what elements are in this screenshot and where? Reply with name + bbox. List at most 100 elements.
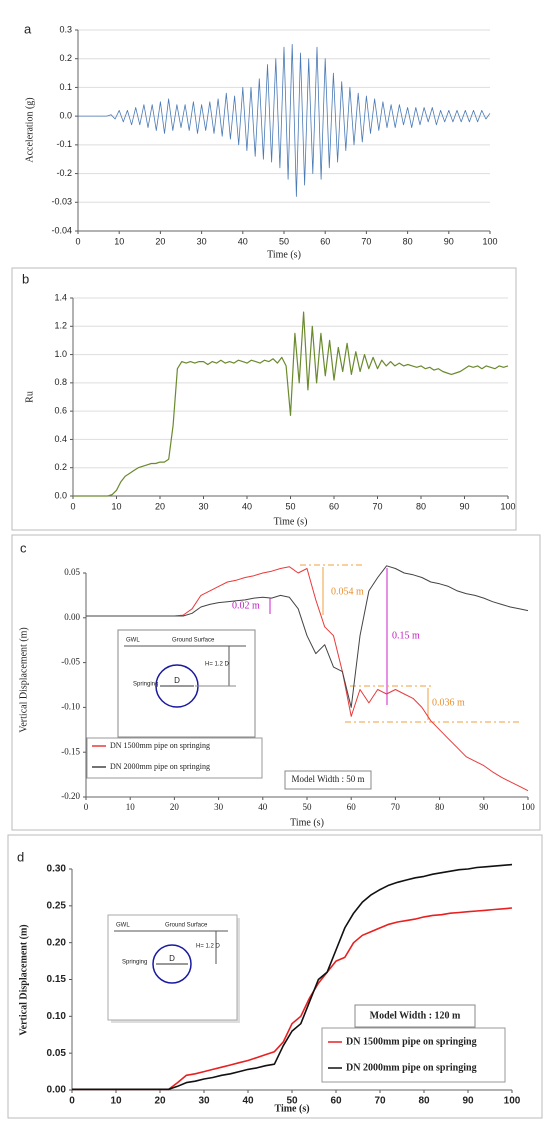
y-tick-label: 0.0 [59,111,72,121]
x-tick-label: 0 [75,236,80,246]
legend-label: DN 2000mm pipe on springing [110,762,210,771]
inset-label: GWL [126,638,140,644]
inset-label: H= 1.2 D [205,662,230,668]
x-tick-label: 30 [197,236,207,246]
x-tick-label: 60 [329,501,339,511]
inset-frame [117,629,256,738]
x-tick-label: 100 [504,1096,521,1107]
x-tick-label: 40 [238,236,248,246]
x-tick-label: 0 [70,501,75,511]
panel-letter: c [20,540,27,555]
y-tick-label: 0.00 [64,612,80,622]
y-tick-label: 0.00 [47,1085,67,1096]
note-box [284,770,372,790]
y-tick-label: 0.10 [47,1011,67,1022]
inset-label: D [169,954,175,963]
inset-label: Ground Surface [165,923,208,929]
x-tick-label: 40 [242,1096,254,1107]
x-tick-label: 70 [374,1096,386,1107]
x-tick-label: 70 [372,501,382,511]
x-tick-label: 70 [361,236,371,246]
x-tick-label: 80 [435,802,445,812]
x-tick-label: 90 [459,501,469,511]
x-tick-label: 10 [126,802,136,812]
panel-frame [11,267,517,531]
y-tick-label: 0.4 [54,434,67,444]
x-tick-label: 20 [155,236,165,246]
y-tick-label: 0.1 [59,82,72,92]
pipe [152,944,192,984]
x-tick-label: 100 [521,802,535,812]
note: Model Width : 120 m [370,1010,461,1021]
x-tick-label: 50 [285,501,295,511]
x-tick-label: 0 [84,802,89,812]
inset-label: GWL [116,923,130,929]
y-tick-label: -0.10 [61,701,80,711]
y-tick-label: 0.30 [47,864,67,875]
x-tick-label: 10 [111,501,121,511]
x-axis-label: Time (s) [274,516,308,527]
y-axis-label: Acceleration (g) [24,97,35,162]
x-tick-label: 30 [198,1096,210,1107]
y-tick-label: -0.03 [51,197,72,207]
inset-label: Springing [133,682,158,688]
x-tick-label: 50 [286,1096,298,1107]
x-tick-label: 40 [258,802,268,812]
y-tick-label: -0.20 [61,791,80,801]
x-tick-label: 30 [198,501,208,511]
legend-label: DN 2000mm pipe on springing [346,1062,477,1073]
y-axis-label: Vertical Displacement (m) [18,924,29,1035]
annotation: 0.15 m [392,630,420,641]
y-axis-label: Vertical Displacement (m) [18,627,29,733]
series-line [72,863,513,1091]
x-tick-label: 10 [110,1096,122,1107]
y-tick-label: 0.3 [59,24,72,34]
x-axis-label: Time (s) [267,249,301,260]
x-axis-label: Time (s) [274,1103,309,1114]
x-tick-label: 50 [279,236,289,246]
annotation: 0.02 m [232,600,260,611]
x-tick-label: 50 [303,802,313,812]
panel-letter: a [24,21,32,36]
y-tick-label: -0.05 [61,657,80,667]
panel-frame [7,834,543,1119]
panel-letter: b [22,271,29,286]
x-tick-label: 100 [482,236,497,246]
panel-frame [11,534,541,831]
x-tick-label: 70 [391,802,401,812]
x-tick-label: 80 [416,501,426,511]
y-tick-label: 0.8 [54,377,67,387]
y-tick-label: -0.04 [51,225,72,235]
legend-box [321,1027,506,1083]
x-tick-label: 80 [403,236,413,246]
x-tick-label: 90 [444,236,454,246]
inset-label: D [174,676,180,685]
x-tick-label: 80 [418,1096,430,1107]
y-axis-label: Ru [24,391,35,403]
inset-diagram [117,629,256,738]
y-tick-label: 0.05 [47,1048,67,1059]
y-tick-label: 0.6 [54,406,67,416]
inset-label: Ground Surface [172,638,215,644]
inset-diagram [107,914,240,1023]
x-tick-label: 30 [214,802,224,812]
panel-letter: d [17,849,24,864]
y-tick-label: 0.20 [47,937,67,948]
y-tick-label: 1.4 [54,292,67,302]
x-tick-label: 0 [69,1096,75,1107]
y-tick-label: 0.05 [64,567,80,577]
inset-label: Springing [122,960,147,966]
series-line [78,44,491,197]
x-tick-label: 20 [154,1096,166,1107]
x-tick-label: 60 [320,236,330,246]
x-tick-label: 60 [330,1096,342,1107]
annotation: 0.036 m [432,697,465,708]
y-tick-label: -0.1 [56,139,72,149]
x-tick-label: 60 [347,802,357,812]
x-axis-label: Time (s) [290,817,324,828]
x-tick-label: 100 [500,501,515,511]
y-tick-label: 1.2 [54,321,67,331]
x-tick-label: 20 [155,501,165,511]
x-tick-label: 40 [242,501,252,511]
